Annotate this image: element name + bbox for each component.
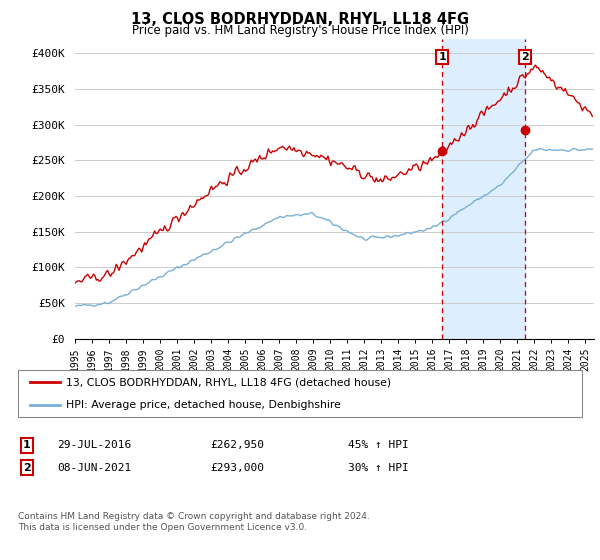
Text: HPI: Average price, detached house, Denbighshire: HPI: Average price, detached house, Denb… xyxy=(66,400,341,410)
Text: 13, CLOS BODRHYDDAN, RHYL, LL18 4FG (detached house): 13, CLOS BODRHYDDAN, RHYL, LL18 4FG (det… xyxy=(66,377,391,388)
Text: £262,950: £262,950 xyxy=(210,440,264,450)
Text: 08-JUN-2021: 08-JUN-2021 xyxy=(57,463,131,473)
Text: £293,000: £293,000 xyxy=(210,463,264,473)
Text: 2: 2 xyxy=(521,52,529,62)
Bar xyxy=(442,39,525,339)
Text: Price paid vs. HM Land Registry's House Price Index (HPI): Price paid vs. HM Land Registry's House … xyxy=(131,24,469,36)
Text: 1: 1 xyxy=(23,440,31,450)
Text: Contains HM Land Registry data © Crown copyright and database right 2024.
This d: Contains HM Land Registry data © Crown c… xyxy=(18,512,370,532)
Text: 2: 2 xyxy=(23,463,31,473)
Text: 29-JUL-2016: 29-JUL-2016 xyxy=(57,440,131,450)
Text: 1: 1 xyxy=(439,52,446,62)
Text: 30% ↑ HPI: 30% ↑ HPI xyxy=(348,463,409,473)
Text: 45% ↑ HPI: 45% ↑ HPI xyxy=(348,440,409,450)
Text: 13, CLOS BODRHYDDAN, RHYL, LL18 4FG: 13, CLOS BODRHYDDAN, RHYL, LL18 4FG xyxy=(131,12,469,27)
